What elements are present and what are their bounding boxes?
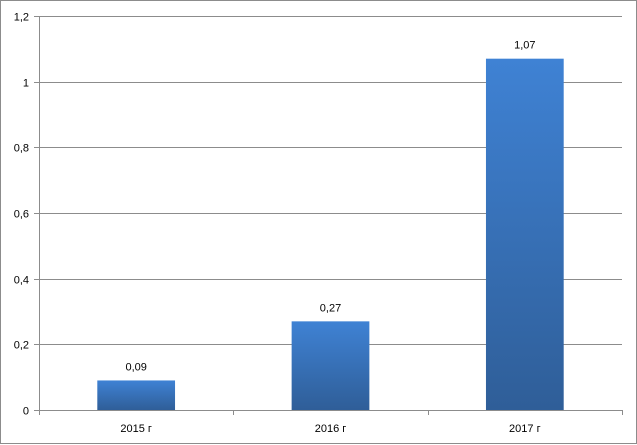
axes (39, 16, 623, 415)
x-tick-label: 2017 г (509, 423, 541, 435)
y-tick-label: 0,8 (14, 143, 29, 155)
y-tick-label: 0,4 (14, 275, 29, 287)
data-label: 1,07 (514, 40, 535, 52)
data-label: 0,27 (320, 302, 341, 314)
y-tick-label: 1,2 (14, 12, 29, 24)
y-tick-label: 0,2 (14, 340, 29, 352)
y-tick-label: 0 (23, 406, 29, 418)
y-tick-label: 1 (23, 78, 29, 90)
gridlines (34, 16, 622, 411)
x-tick-label: 2015 г (120, 423, 152, 435)
bar (291, 321, 370, 410)
bar (485, 58, 564, 410)
y-tick-label: 0,6 (14, 209, 29, 221)
bars (97, 58, 564, 410)
bar (97, 380, 176, 410)
data-label: 0,09 (125, 361, 146, 373)
x-tick-label: 2016 г (315, 423, 347, 435)
labels: 0 0,2 0,4 0,6 0,8 1 1,2 2015 г 0,09 2016 г 0,27 201… (14, 12, 541, 436)
